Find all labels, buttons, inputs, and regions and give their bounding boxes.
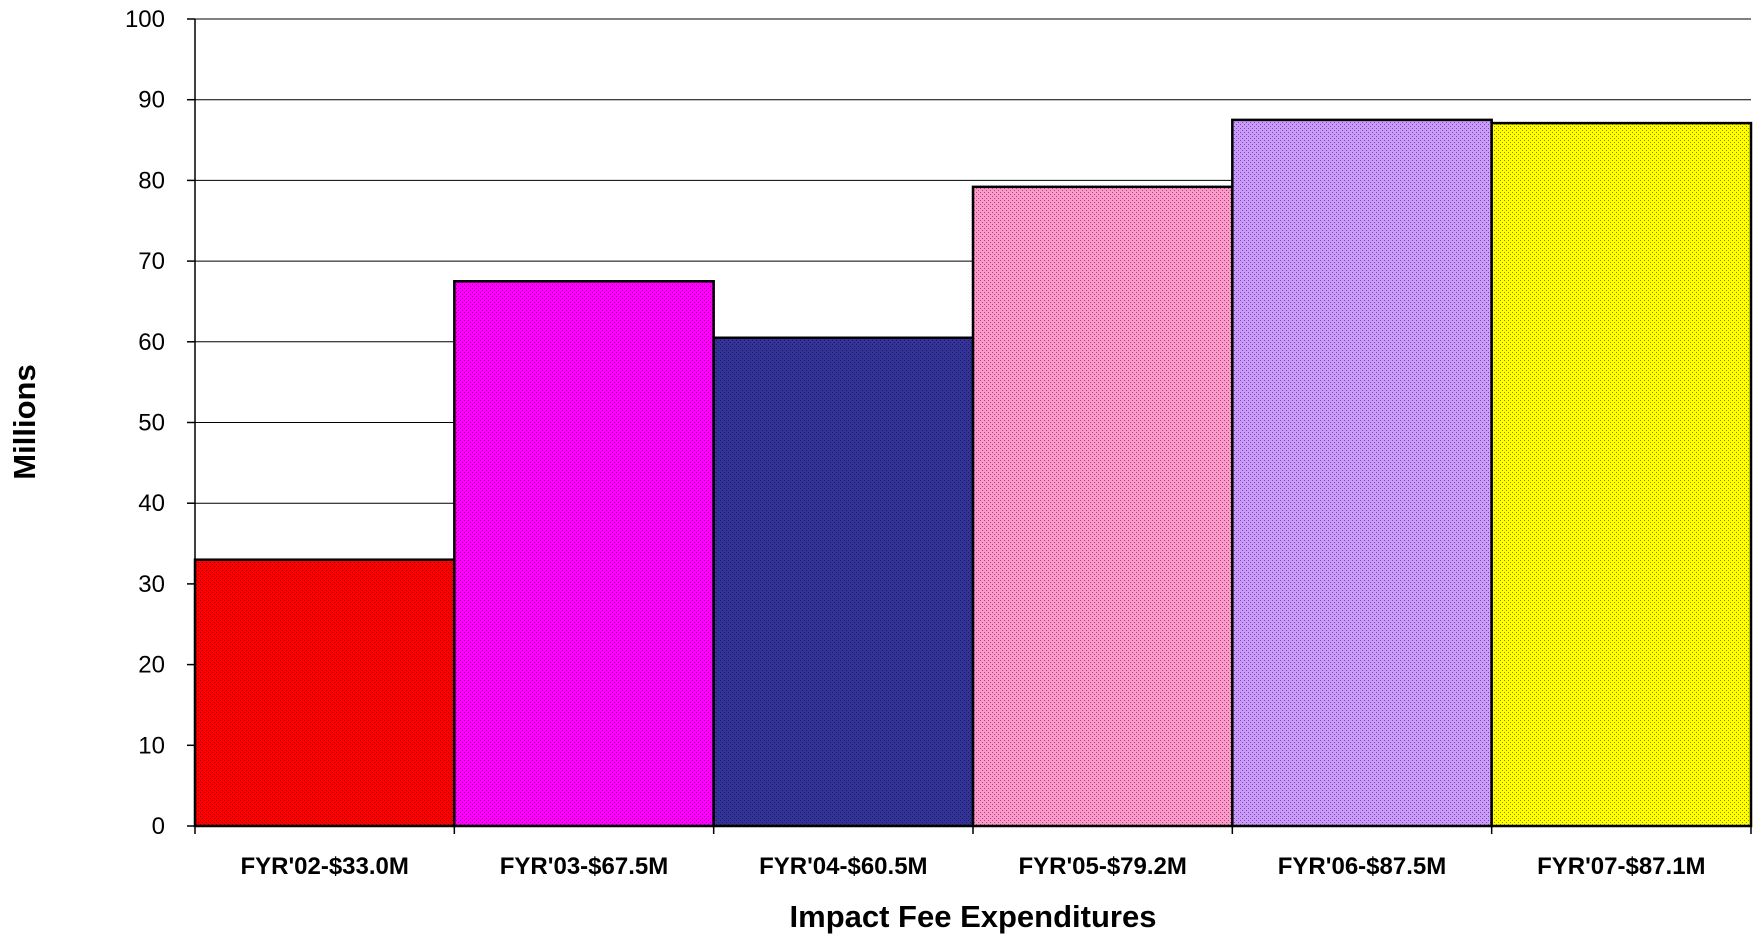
y-tick-label: 10 [138,732,165,759]
x-category-label: FYR'03-$67.5M [500,853,668,880]
y-tick-label: 0 [152,813,165,840]
bars [193,118,1753,828]
y-axis-title: Millions [7,364,42,479]
x-category-label: FYR'04-$60.5M [759,853,927,880]
bar [712,336,975,828]
y-tick-label: 80 [138,167,165,194]
bar [453,280,715,828]
y-tick-labels: 0 10 20 30 40 50 60 70 80 90 100 [125,6,165,840]
y-tick-label: 40 [138,490,165,517]
bar [1490,121,1753,828]
y-tick-label: 100 [125,6,165,33]
y-tick-label: 70 [138,248,165,275]
y-tick-label: 20 [138,652,165,679]
x-category-label: FYR'06-$87.5M [1278,853,1446,880]
y-tick-label: 60 [138,329,165,356]
y-tick-label: 90 [138,87,165,114]
bar [971,185,1234,828]
x-axis-title: Impact Fee Expenditures [790,899,1157,934]
x-category-label: FYR'07-$87.1M [1537,853,1705,880]
axes [187,18,1752,834]
x-category-labels: FYR'02-$33.0M FYR'03-$67.5M FYR'04-$60.5M F… [240,853,1705,880]
bar [193,558,456,828]
y-tick-label: 50 [138,410,165,437]
x-category-label: FYR'05-$79.2M [1018,853,1186,880]
x-category-label: FYR'02-$33.0M [240,853,408,880]
bar [1231,118,1493,828]
y-tick-label: 30 [138,571,165,598]
